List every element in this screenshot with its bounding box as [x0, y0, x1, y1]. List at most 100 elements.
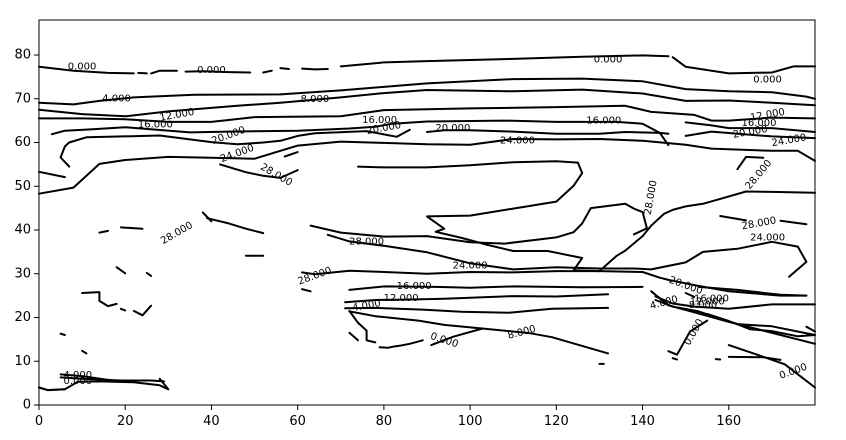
contour-line-20.000-1: [426, 129, 670, 135]
contour-fragment-11: [706, 313, 816, 338]
contour-line-28.000-5: [719, 215, 747, 222]
contour-fragment-8: [301, 288, 312, 293]
contour-line-0.000-4: [262, 69, 273, 74]
contour-line-28.000-7: [119, 226, 144, 230]
y-tick-label-30: 30: [14, 266, 31, 281]
contour-label-0.000-2: 0.000: [594, 54, 623, 65]
contour-fragment-3: [59, 332, 66, 336]
plot-frame: [38, 19, 816, 406]
x-tick-label-140: 140: [630, 414, 655, 429]
contour-fragment-9: [348, 331, 359, 342]
contour-label-28.000-2: 28.000: [349, 236, 384, 247]
x-tick-label-120: 120: [544, 414, 569, 429]
contour-line-0.000-5: [279, 67, 290, 70]
contour-label-12.000-2: 12.000: [384, 293, 419, 304]
y-tick-label-80: 80: [14, 48, 31, 63]
contour-line-4.000-2: [59, 373, 114, 382]
contour-label-0.000-1: 0.000: [197, 65, 226, 76]
contour-line-12.000-1: [344, 293, 610, 304]
x-tick-label-20: 20: [117, 414, 134, 429]
contour-fragment-6: [348, 309, 377, 344]
contour-label-0.000-3: 0.000: [753, 74, 782, 85]
contour-line-24.000-0: [38, 170, 66, 179]
contour-fragment-16: [727, 355, 782, 361]
x-axis: 0 20 40 60 80 100 120 140 160: [35, 405, 741, 429]
contour-fragment-7: [378, 339, 424, 349]
contour-label-8.000-2: 8.000: [689, 300, 718, 311]
contour-line-20.000-2: [684, 130, 816, 140]
contour-label-4.000-3: 4.000: [63, 370, 92, 381]
x-tick-label-40: 40: [203, 414, 220, 429]
contour-fragment-0: [81, 291, 118, 308]
contour-label-20.000-2: 20.000: [435, 123, 470, 134]
contour-fragment-17: [684, 292, 696, 298]
contour-label-16.000-4: 16.000: [694, 294, 729, 305]
contour-line-0.000-11: [667, 319, 709, 356]
contour-line-0.000-6: [301, 67, 329, 71]
contour-label-16.000-5: 16.000: [742, 118, 777, 129]
contour-line-4.000-0: [38, 77, 816, 106]
contour-label-24.000-3: 24.000: [750, 232, 785, 243]
contour-line-28.000-1: [357, 160, 816, 273]
contour-line-0.000-7: [339, 54, 670, 68]
contour-fragment-12: [805, 325, 816, 333]
contour-fragment-4: [81, 349, 88, 355]
contour-label-16.000-2: 16.000: [586, 116, 621, 127]
contour-label-0.000-7: 0.000: [63, 376, 92, 387]
contour-line-28.000-2: [206, 217, 265, 235]
contour-line-28.000-6: [779, 219, 808, 226]
contour-line-8.000-1: [348, 310, 610, 355]
contour-label-16.000-3: 16.000: [397, 281, 432, 292]
contour-label-24.000-1: 24.000: [500, 136, 535, 147]
contour-label-4.000-1: 4.000: [352, 298, 382, 314]
contour-line-20.000-0: [59, 128, 411, 168]
contour-line-0.000-9: [430, 327, 484, 347]
contour-line-16.000-1: [348, 285, 644, 291]
contour-line-0.000-3: [184, 70, 252, 74]
contour-line-28.000-3: [309, 202, 648, 245]
contour-line-28.000-9: [98, 229, 109, 234]
x-tick-label-80: 80: [376, 414, 393, 429]
x-tick-label-60: 60: [289, 414, 306, 429]
contour-label-12.000-3: 12.000: [690, 296, 725, 307]
x-tick-label-100: 100: [458, 414, 483, 429]
contour-line-24.000-6: [145, 271, 153, 277]
y-axis: 0 10 20 30 40 50 60 70 80: [14, 48, 39, 413]
contour-fragment-14: [671, 357, 678, 361]
contour-line-4.000-3: [344, 306, 610, 314]
contour-lines: [38, 54, 816, 392]
contour-label-8.000-0: 8.000: [301, 94, 330, 105]
contour-fragment-1: [119, 307, 127, 312]
contour-line-0.000-8: [671, 56, 816, 75]
contour-label-16.000-1: 16.000: [362, 115, 397, 126]
contour-line-8.000-0: [38, 88, 816, 118]
y-tick-label-0: 0: [23, 398, 31, 413]
contour-label-4.000-0: 4.000: [102, 94, 131, 105]
contour-line-4.000-1: [59, 376, 165, 383]
contour-line-12.000-0: [38, 104, 816, 123]
contour-line-12.000-2: [654, 295, 816, 310]
y-tick-label-70: 70: [14, 91, 31, 106]
contour-line-28.000-8: [201, 211, 213, 223]
contour-label-16.000-0: 16.000: [138, 120, 173, 131]
contour-line-24.000-5: [115, 266, 127, 275]
contour-line-16.000-0: [50, 119, 670, 147]
contour-line-24.000-2: [283, 151, 299, 158]
x-tick-label-0: 0: [35, 414, 43, 429]
y-tick-label-20: 20: [14, 310, 31, 325]
contour-line-28.000-4: [736, 155, 765, 171]
contour-line-0.000-0: [38, 65, 135, 75]
contour-line-16.000-2: [684, 121, 816, 133]
contour-line-0.000-2: [150, 69, 178, 75]
contour-line-28.000-0: [219, 163, 299, 179]
contour-line-24.000-1: [38, 138, 816, 195]
contour-line-24.000-4: [326, 233, 808, 278]
y-tick-label-40: 40: [14, 223, 31, 238]
contour-fragment-5: [38, 377, 170, 392]
contour-line-0.000-1: [137, 71, 148, 75]
y-tick-label-60: 60: [14, 135, 31, 150]
contour-fragment-10: [697, 285, 808, 297]
contour-label-0.000-0: 0.000: [68, 61, 97, 72]
